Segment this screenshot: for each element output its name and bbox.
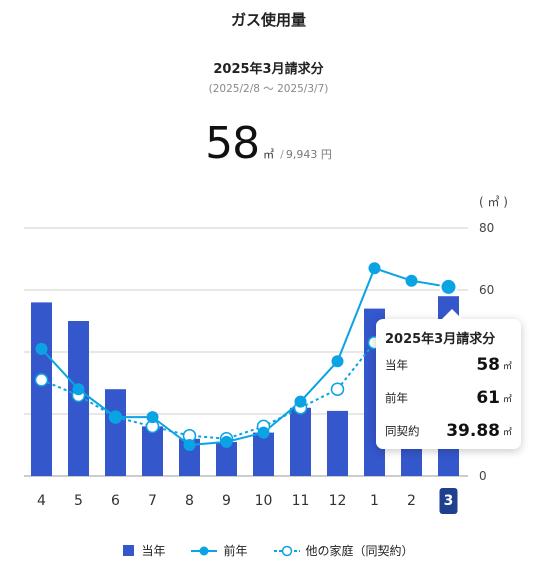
x-tick-label: 6: [111, 493, 120, 509]
x-tick-label: 5: [74, 493, 83, 509]
bar: [105, 389, 126, 476]
x-tick-label: 7: [148, 493, 157, 509]
tooltip-unit: ㎥: [502, 361, 512, 372]
previous-year-point: [439, 277, 458, 296]
previous-year-point: [331, 355, 344, 368]
previous-year-point: [146, 411, 159, 424]
usage-separator: /: [280, 148, 284, 161]
bar: [290, 407, 311, 476]
bar: [179, 438, 200, 476]
previous-year-point: [72, 383, 85, 396]
tooltip-value: 61: [476, 388, 500, 408]
x-tick-label: 3: [444, 493, 454, 509]
tooltip-unit: ㎥: [502, 427, 512, 438]
tooltip-row-previous: 前年 61 ㎥: [385, 386, 512, 410]
y-tick-label: 60: [479, 283, 494, 297]
square-marker-icon: [123, 544, 135, 556]
tooltip-label: 当年: [385, 358, 408, 372]
x-tick-label: 1: [370, 493, 379, 509]
x-label-highlight: [439, 488, 458, 514]
other-households-point: [34, 373, 49, 387]
tooltip-row-same-contract: 同契約 39.88 ㎥: [385, 419, 512, 443]
data-tooltip: 2025年3月請求分 当年 58 ㎥ 前年 61 ㎥ 同契約 39.88 ㎥: [376, 309, 521, 449]
x-tick-label: 8: [185, 493, 194, 509]
y-tick-label: 80: [479, 221, 494, 235]
chart-legend: 当年 前年 他の家庭（同契約）: [0, 542, 537, 559]
x-tick-label: 12: [329, 493, 347, 509]
tooltip-label: 前年: [385, 391, 408, 405]
tooltip-unit: ㎥: [502, 394, 512, 405]
dashed-line-hollow-dot-icon: [273, 545, 300, 556]
previous-year-point: [220, 435, 233, 448]
legend-item-current-year[interactable]: 当年: [123, 542, 165, 559]
x-tick-label: 11: [292, 493, 310, 509]
billing-date-range: (2025/2/8 〜 2025/3/7): [208, 83, 329, 95]
x-tick-label: 2: [407, 493, 416, 509]
tooltip-value: 58: [476, 355, 500, 375]
usage-value: 58: [205, 118, 260, 169]
y-tick-label: 0: [479, 469, 487, 483]
previous-year-line: [40, 267, 449, 447]
usage-summary: 58 ㎥ /9,943 円: [0, 118, 537, 169]
previous-year-point: [405, 274, 418, 287]
bar: [253, 432, 274, 476]
legend-label: 前年: [223, 544, 248, 558]
previous-year-point: [368, 262, 381, 275]
legend-item-previous-year[interactable]: 前年: [191, 542, 248, 559]
previous-year-point: [35, 342, 48, 355]
previous-year-point: [183, 439, 196, 451]
page-title: ガス使用量: [230, 11, 306, 29]
other-households-point: [330, 382, 345, 396]
y-unit-label: ( ㎥ ): [479, 195, 508, 209]
bar: [216, 441, 237, 476]
tooltip-arrow: [442, 309, 462, 319]
usage-price: 9,943 円: [285, 148, 332, 161]
x-tick-label: 10: [255, 493, 273, 509]
previous-year-point: [294, 395, 307, 408]
x-axis-labels: 4 5 6 7 8 9 10 11 12 1 2 3: [37, 488, 458, 514]
legend-item-other-households[interactable]: 他の家庭（同契約）: [273, 542, 414, 559]
x-tick-label: 9: [222, 493, 231, 509]
previous-year-point: [109, 411, 122, 424]
tooltip-value: 39.88: [446, 421, 500, 441]
line-dot-icon: [191, 546, 218, 555]
bar: [327, 410, 348, 476]
legend-label: 他の家庭（同契約）: [305, 544, 414, 558]
tooltip-label: 同契約: [385, 424, 420, 438]
bar: [142, 426, 163, 476]
bar: [31, 302, 52, 476]
billing-period: 2025年3月請求分: [213, 62, 324, 77]
previous-year-point: [257, 426, 270, 439]
usage-unit: ㎥: [263, 148, 275, 161]
legend-label: 当年: [141, 544, 166, 558]
tooltip-row-current: 当年 58 ㎥: [385, 353, 512, 377]
x-tick-label: 4: [37, 493, 46, 509]
tooltip-title: 2025年3月請求分: [385, 332, 496, 347]
